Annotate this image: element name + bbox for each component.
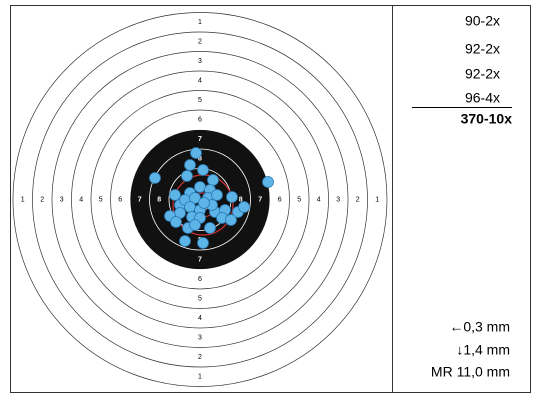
ring-label: 2 — [198, 39, 202, 46]
score: 92-2x — [465, 66, 500, 82]
score: 92-2x — [465, 41, 500, 57]
ring-label: 5 — [198, 97, 202, 104]
shot — [238, 201, 250, 213]
shot — [262, 176, 274, 188]
ring — [51, 51, 349, 348]
shot — [194, 181, 206, 193]
ring-label: 3 — [198, 58, 202, 65]
ring-label: 3 — [198, 335, 202, 342]
total: 370-10x — [461, 111, 513, 127]
ring — [32, 31, 368, 368]
shot — [189, 192, 201, 204]
ring-label: 6 — [118, 196, 122, 203]
ring-label: 1 — [198, 19, 202, 26]
ring-label: 7 — [258, 196, 262, 203]
ring-label: 6 — [198, 276, 202, 283]
ring-label: 2 — [198, 354, 202, 361]
ring-label: 3 — [336, 196, 340, 203]
ring-label: 1 — [21, 196, 25, 203]
ring-label: 2 — [40, 196, 44, 203]
ring-label: 7 — [198, 257, 202, 264]
ring-label: 4 — [198, 315, 202, 322]
score: 96-4x — [465, 90, 500, 106]
shot — [184, 201, 196, 213]
ring-label: 8 — [157, 196, 161, 203]
shot — [226, 191, 238, 203]
shot — [207, 174, 219, 186]
offset: MR 11,0 mm — [431, 364, 510, 380]
ring-label: 6 — [278, 196, 282, 203]
shot — [189, 219, 201, 231]
ring-label: 7 — [138, 196, 142, 203]
shot — [204, 222, 216, 234]
ring-label: 5 — [99, 196, 103, 203]
target: 11112222333344445555666677778888 — [12, 12, 388, 387]
ring-label: 3 — [60, 196, 64, 203]
ring-label: 5 — [198, 296, 202, 303]
ring-label: 7 — [198, 136, 202, 143]
shot — [197, 164, 209, 176]
ring-label: 6 — [198, 117, 202, 124]
shot — [198, 197, 210, 209]
shot — [169, 189, 181, 201]
ring-label: 8 — [239, 196, 243, 203]
ring-label: 4 — [198, 78, 202, 85]
shot — [170, 216, 182, 228]
ring — [90, 90, 310, 309]
shot — [225, 214, 237, 226]
ring-label: 4 — [79, 196, 83, 203]
offset: ↓1,4 mm — [456, 342, 510, 358]
shot — [179, 235, 191, 247]
shot — [184, 159, 196, 171]
ring-label: 1 — [375, 196, 379, 203]
shot — [190, 147, 202, 159]
ring — [71, 70, 329, 329]
score: 90-2x — [465, 13, 500, 29]
shot — [211, 189, 223, 201]
ring-label: 4 — [317, 196, 321, 203]
frame — [10, 5, 531, 393]
ring — [12, 12, 388, 387]
shot — [181, 170, 193, 182]
ring — [110, 109, 290, 290]
shot — [197, 237, 209, 249]
shot — [149, 172, 161, 184]
ring-label: 2 — [356, 196, 360, 203]
ring-label: 1 — [198, 374, 202, 381]
offset: ←0,3 mm — [449, 319, 510, 335]
ring-label: 5 — [297, 196, 301, 203]
ring-label: 8 — [198, 156, 202, 163]
